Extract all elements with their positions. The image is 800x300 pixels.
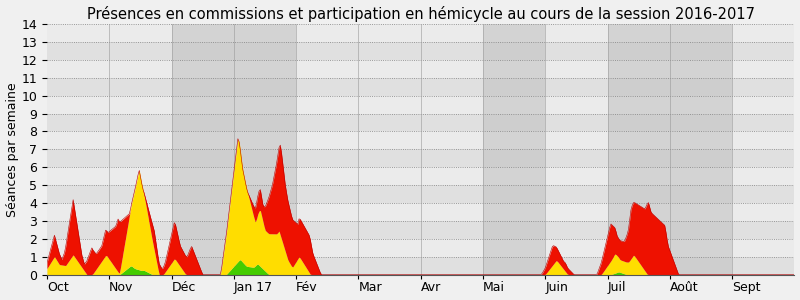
Bar <box>171 24 234 274</box>
Bar <box>47 221 794 239</box>
Bar <box>607 24 670 274</box>
Y-axis label: Séances par semaine: Séances par semaine <box>6 82 18 217</box>
Bar <box>47 113 794 131</box>
Bar <box>47 78 794 96</box>
Bar <box>47 96 794 113</box>
Bar <box>47 167 794 185</box>
Bar <box>234 24 296 274</box>
Bar <box>47 239 794 256</box>
Bar <box>47 203 794 221</box>
Bar <box>47 24 794 42</box>
Bar <box>670 24 732 274</box>
Bar <box>47 42 794 60</box>
Bar <box>47 131 794 149</box>
Bar <box>47 60 794 78</box>
Bar <box>47 149 794 167</box>
Title: Présences en commissions et participation en hémicycle au cours de la session 20: Présences en commissions et participatio… <box>86 6 754 22</box>
Bar <box>47 256 794 274</box>
Bar <box>47 185 794 203</box>
Bar <box>483 24 546 274</box>
